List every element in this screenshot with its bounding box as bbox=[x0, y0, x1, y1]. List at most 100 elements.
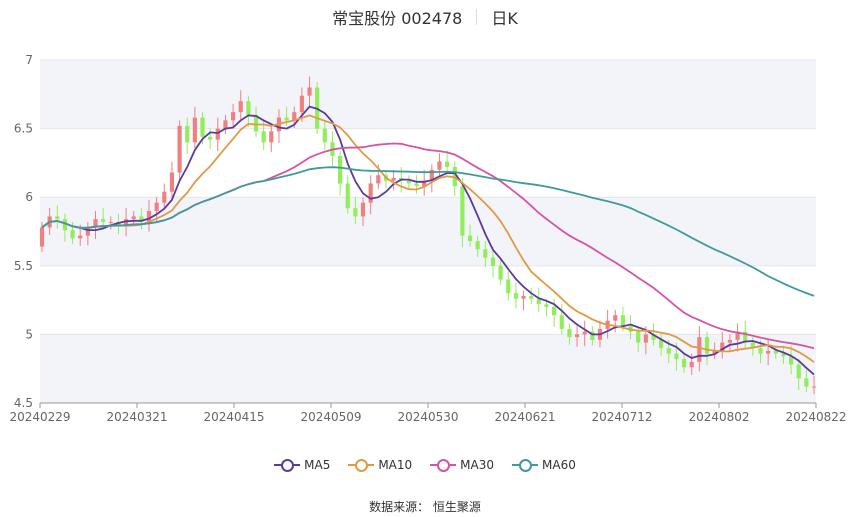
y-tick-label: 6.5 bbox=[14, 122, 33, 136]
x-tick-label: 20240712 bbox=[591, 410, 652, 424]
candle-body bbox=[78, 235, 83, 239]
candle-body bbox=[154, 202, 159, 211]
candle-body bbox=[177, 125, 182, 173]
candle-body bbox=[529, 295, 534, 299]
candle-body bbox=[108, 221, 113, 223]
candle-body bbox=[620, 315, 626, 327]
candle-body bbox=[101, 219, 106, 222]
candle-body bbox=[208, 136, 213, 140]
legend-item-ma10[interactable]: MA10 bbox=[348, 458, 412, 472]
legend-item-ma5[interactable]: MA5 bbox=[274, 458, 330, 472]
candle-body bbox=[506, 279, 511, 294]
x-tick-label: 20240321 bbox=[106, 410, 167, 424]
x-tick-label: 20240822 bbox=[785, 410, 846, 424]
candle-body bbox=[146, 210, 152, 222]
candle-body bbox=[536, 298, 541, 305]
candle-body bbox=[467, 235, 473, 242]
legend-label-ma60: MA60 bbox=[542, 458, 576, 472]
candle-body bbox=[513, 293, 518, 299]
legend-marker-icon bbox=[348, 458, 375, 472]
candle-body bbox=[39, 227, 45, 247]
candle-body bbox=[299, 95, 304, 113]
candle-body bbox=[185, 125, 190, 143]
candle-body bbox=[674, 353, 679, 360]
candle-body bbox=[574, 334, 580, 338]
period-label: 日K bbox=[491, 9, 518, 28]
candle-body bbox=[223, 120, 228, 129]
candle-body bbox=[796, 364, 801, 379]
x-tick-label: 20240509 bbox=[300, 410, 361, 424]
candle-body bbox=[727, 339, 733, 343]
legend-item-ma30[interactable]: MA30 bbox=[430, 458, 494, 472]
candle-body bbox=[269, 131, 274, 143]
candle-body bbox=[567, 328, 572, 338]
legend-item-ma60[interactable]: MA60 bbox=[512, 458, 576, 472]
candle-body bbox=[613, 315, 618, 321]
legend-marker-icon bbox=[430, 458, 457, 472]
grid-band bbox=[40, 334, 816, 403]
candle-body bbox=[460, 186, 465, 236]
candle-body bbox=[735, 331, 740, 340]
candle-body bbox=[788, 356, 794, 365]
legend-label-ma10: MA10 bbox=[378, 458, 413, 472]
ma60-line bbox=[41, 166, 815, 297]
candle-body bbox=[475, 241, 480, 250]
candle-body bbox=[391, 177, 396, 181]
candle-body bbox=[811, 386, 817, 388]
candle-body bbox=[360, 202, 366, 217]
candle-body bbox=[498, 265, 503, 280]
candle-body bbox=[704, 337, 710, 354]
legend-label-ma30: MA30 bbox=[460, 458, 495, 472]
candle-body bbox=[192, 117, 197, 143]
candle-body bbox=[766, 350, 771, 354]
candle-body bbox=[781, 353, 786, 357]
candle-body bbox=[322, 128, 327, 143]
candle-body bbox=[643, 334, 648, 343]
candle-body bbox=[200, 117, 205, 137]
candle-body bbox=[169, 172, 175, 192]
candle-body bbox=[238, 101, 243, 113]
candle-body bbox=[636, 331, 641, 343]
y-tick-label: 7 bbox=[25, 53, 33, 67]
candle-body bbox=[712, 350, 717, 354]
grid-band bbox=[40, 60, 816, 129]
candle-body bbox=[353, 208, 358, 217]
candle-body bbox=[758, 348, 763, 354]
candle-body bbox=[720, 342, 725, 351]
candle-body bbox=[162, 191, 167, 203]
chart-title: 常宝股份 002478 bbox=[332, 9, 463, 28]
x-tick-label: 20240621 bbox=[494, 410, 555, 424]
candle-body bbox=[261, 131, 266, 143]
ma10-line bbox=[41, 114, 815, 363]
candle-body bbox=[582, 331, 587, 335]
candle-body bbox=[521, 295, 526, 299]
legend-marker-icon bbox=[512, 458, 539, 472]
candle-body bbox=[368, 183, 373, 203]
candle-body bbox=[681, 359, 687, 368]
y-tick-label: 4.5 bbox=[14, 396, 33, 410]
candle-body bbox=[666, 348, 671, 354]
candle-body bbox=[253, 114, 259, 132]
candle-body bbox=[284, 117, 289, 121]
x-tick-label: 20240415 bbox=[203, 410, 264, 424]
candle-body bbox=[490, 257, 496, 266]
candle-body bbox=[338, 156, 343, 184]
candle-body bbox=[292, 112, 297, 121]
candle-body bbox=[773, 350, 778, 354]
legend-label-ma5: MA5 bbox=[304, 458, 331, 472]
candle-body bbox=[62, 219, 68, 231]
x-tick-label: 20240229 bbox=[9, 410, 70, 424]
candle-body bbox=[804, 378, 809, 387]
candle-body bbox=[651, 334, 656, 340]
candle-body bbox=[345, 183, 350, 209]
candle-body bbox=[559, 315, 564, 329]
candle-body bbox=[215, 128, 220, 140]
candle-body bbox=[422, 180, 427, 187]
y-tick-label: 6 bbox=[25, 190, 33, 204]
candle-body bbox=[483, 249, 488, 258]
candle-body bbox=[552, 306, 557, 316]
candle-body bbox=[659, 339, 664, 349]
y-tick-label: 5.5 bbox=[14, 259, 33, 273]
candle-body bbox=[131, 216, 136, 220]
